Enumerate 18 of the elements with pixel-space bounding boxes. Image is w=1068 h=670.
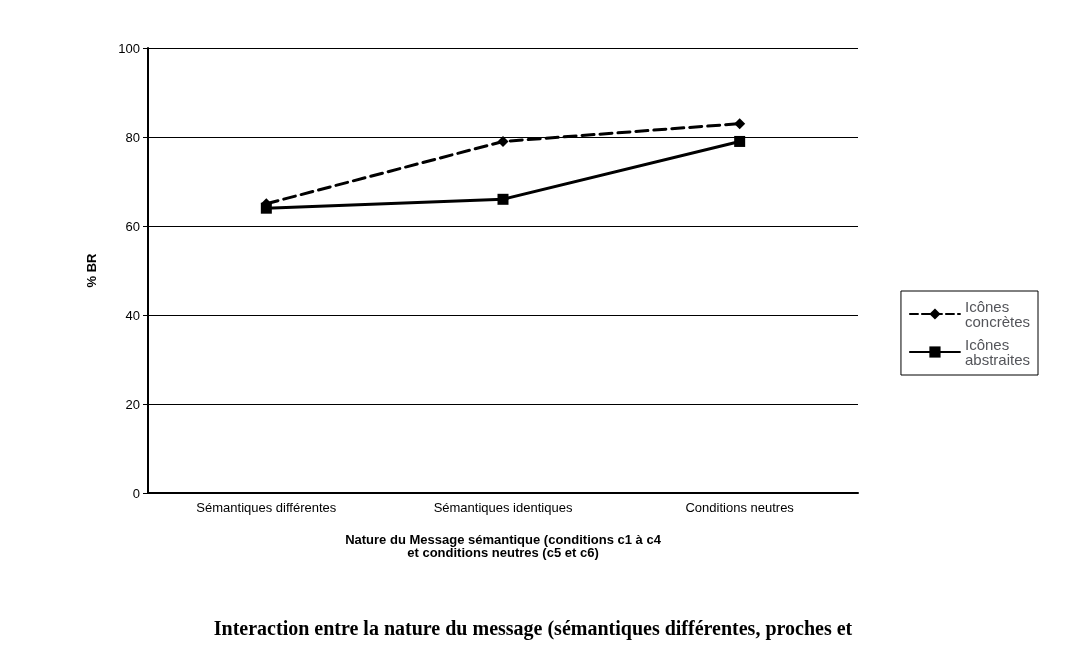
y-tick-label: 60 [125,218,140,234]
y-tick-label: 100 [118,40,140,56]
legend-label: Icônes concrètes [964,298,1031,330]
point [734,118,746,130]
y-axis-title: % BR [84,252,99,288]
y-tick-label: 40 [125,307,140,323]
x-tick-label: Conditions neutres [685,500,795,515]
y-tick-label: 20 [125,396,140,412]
point [734,135,746,147]
x-axis-title: Nature du Message sémantique (conditions c1 à c4 et conditions neutres (c5 et c6) [345,532,662,560]
x-tick-label: Sémantiques identiques [433,500,573,515]
x-tick-label: Sémantiques différentes [196,500,337,515]
point [497,193,509,205]
y-tick-label: 0 [132,485,140,501]
y-tick-label: 80 [125,129,140,145]
text: Interaction entre la nature du message (sémantiques différentes, proches et [213,617,853,640]
point [497,135,509,147]
legend-label: Icônes abstraites [964,336,1031,368]
